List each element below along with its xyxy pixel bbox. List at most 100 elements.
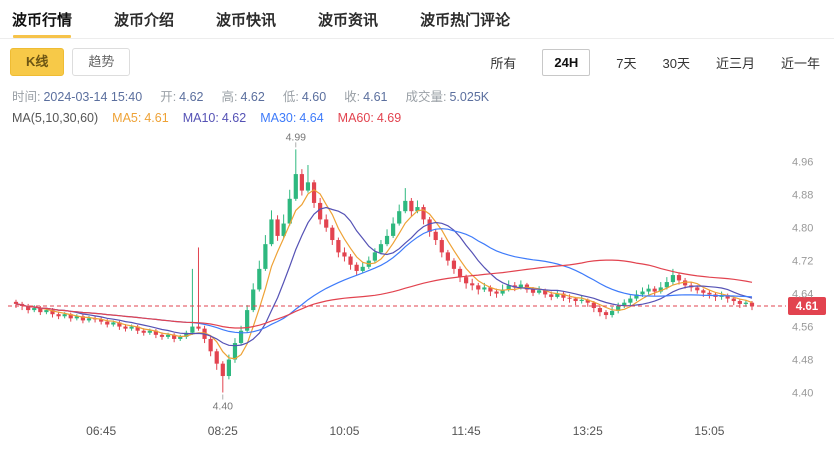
candle-body	[141, 330, 146, 333]
candle-body	[640, 291, 645, 295]
candle-body	[135, 326, 140, 331]
range-7d-button[interactable]: 7天	[616, 55, 637, 71]
nav-tab-quotes[interactable]: 波币行情	[12, 0, 72, 38]
x-axis-label: 15:05	[694, 424, 724, 438]
candle-body	[457, 268, 463, 278]
candle-body	[415, 207, 420, 212]
candle-body	[384, 235, 390, 245]
candle-body	[360, 266, 365, 271]
y-axis-label: 4.88	[792, 190, 813, 202]
candle-body	[147, 330, 152, 333]
nav-tab-label: 波币资讯	[318, 11, 379, 29]
candle-body	[701, 290, 706, 293]
candle-body	[165, 334, 171, 337]
x-axis-label: 13:25	[573, 424, 603, 438]
ohlc-open: 开: 4.62	[160, 90, 204, 104]
candle-body	[123, 326, 128, 329]
range-24h-button[interactable]: 24H	[542, 48, 591, 76]
range-3m-button[interactable]: 近三月	[715, 55, 755, 71]
candle-body	[275, 219, 280, 236]
candle-body	[38, 308, 43, 313]
candle-body	[482, 287, 487, 290]
nav-tab-label: 波币热门评论	[420, 11, 511, 29]
candle-body	[573, 298, 578, 302]
candle-body	[287, 198, 292, 224]
ma-line-30	[15, 228, 753, 334]
candle-body	[372, 252, 377, 261]
candle-body	[476, 285, 481, 290]
chart-info: 时间: 2024-03-14 15:40 开: 4.62 高: 4.62 低: 4.60…	[0, 84, 834, 129]
current-price-badge: 4.61	[788, 296, 826, 315]
nav-tab-hot-comments[interactable]: 波币热门评论	[420, 0, 510, 38]
range-all-button[interactable]: 所有	[490, 55, 517, 71]
y-axis-label: 4.96	[792, 157, 813, 169]
candle-body	[324, 219, 329, 228]
candle-body	[707, 292, 712, 295]
ohlc-close: 收: 4.61	[344, 90, 388, 104]
candle-body	[731, 298, 736, 302]
candle-body	[634, 294, 639, 299]
candle-body	[305, 182, 311, 191]
x-axis-label: 06:45	[86, 424, 116, 438]
nav-tab-intro[interactable]: 波币介绍	[114, 0, 174, 38]
candle-body	[44, 310, 49, 313]
candle-body	[13, 301, 19, 304]
candle-body	[86, 318, 92, 321]
candle-body	[129, 326, 134, 329]
nav-tab-label: 波币行情	[12, 11, 73, 29]
candle-body	[616, 305, 621, 311]
candle-body	[682, 280, 688, 286]
chart-toolbar: K线 趋势 所有 24H 7天 30天 近三月 近一年	[0, 39, 834, 84]
candle-body	[543, 290, 548, 295]
ma-line-10	[15, 206, 753, 347]
candle-body	[500, 289, 505, 294]
ma-row: MA(5,10,30,60) MA5: 4.61 MA10: 4.62 MA30: 4…	[12, 108, 822, 129]
candle-body	[159, 334, 165, 337]
candle-body	[518, 284, 523, 288]
x-axis-label: 10:05	[329, 424, 359, 438]
candle-body	[658, 287, 663, 292]
candle-body	[567, 297, 572, 299]
candle-body	[579, 299, 584, 302]
candle-body	[397, 211, 402, 224]
candle-body	[62, 314, 67, 317]
ma10-value: MA10: 4.62	[182, 111, 247, 125]
y-axis-label: 4.56	[792, 322, 813, 334]
kline-button[interactable]: K线	[10, 48, 65, 76]
ohlc-row: 时间: 2024-03-14 15:40 开: 4.62 高: 4.62 低: 4.60…	[12, 87, 822, 108]
nav-tab-information[interactable]: 波币资讯	[318, 0, 378, 38]
candle-body	[646, 288, 651, 292]
candle-body	[111, 322, 116, 325]
trend-button[interactable]: 趋势	[72, 48, 131, 76]
candle-body	[342, 252, 347, 257]
candle-body	[281, 223, 286, 236]
candle-body	[251, 289, 256, 311]
candle-body	[68, 314, 73, 319]
candle-body	[269, 219, 274, 245]
candle-body	[378, 244, 384, 253]
candle-body	[506, 285, 511, 290]
range-30d-button[interactable]: 30天	[662, 55, 690, 71]
candle-body	[196, 326, 201, 329]
price-annotation: 4.99	[286, 131, 307, 143]
candle-body	[293, 174, 298, 199]
nav-tab-flash-news[interactable]: 波币快讯	[216, 0, 276, 38]
y-axis-label: 4.40	[792, 388, 813, 400]
candle-body	[184, 332, 189, 337]
candle-body	[530, 289, 536, 293]
candle-body	[749, 302, 755, 306]
candle-body	[263, 244, 268, 269]
candle-body	[427, 219, 432, 232]
candlestick-chart[interactable]: 4.61 4.96 4.88 4.80 4.72 4.64 4.56 4.48 4.40 06:4…	[8, 131, 826, 443]
candle-body	[670, 275, 676, 283]
candle-body	[652, 288, 657, 292]
price-annotation: 4.40	[213, 401, 234, 413]
range-1y-button[interactable]: 近一年	[780, 55, 820, 71]
active-tab-indicator	[13, 35, 72, 38]
candle-body	[561, 293, 566, 298]
candle-body	[555, 293, 560, 297]
candle-body	[676, 275, 682, 281]
svg-text:4.61: 4.61	[796, 301, 819, 313]
candle-body	[494, 291, 499, 294]
candles-layer	[13, 149, 755, 393]
